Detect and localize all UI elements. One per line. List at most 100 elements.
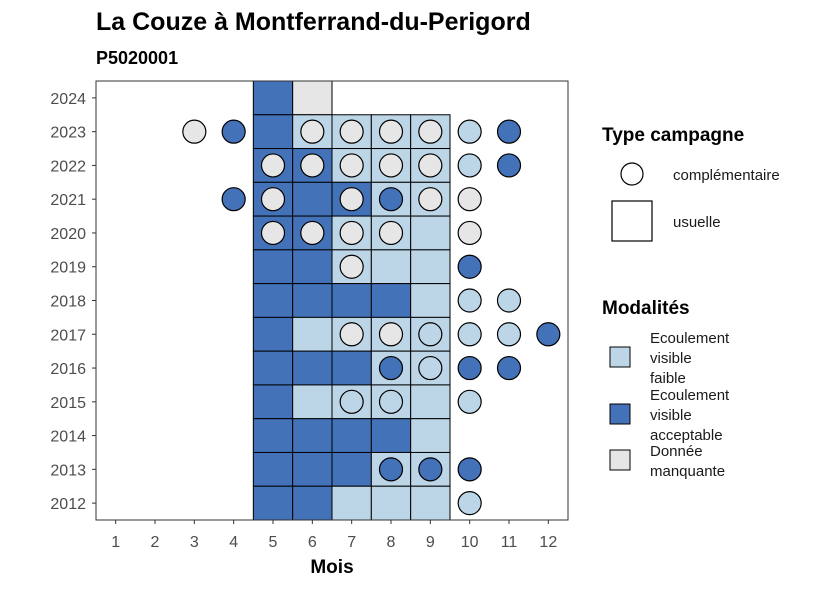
y-axis: 2012 2013 2014 2015 2016 2017 2018 2019 2020 2021… — [50, 91, 96, 513]
y-tick-label: 2016 — [50, 361, 86, 378]
point-2015-8 — [378, 389, 404, 414]
point-2019-10 — [457, 254, 482, 279]
tile-2015-6 — [292, 384, 333, 420]
legend-square-icon — [611, 200, 653, 242]
tile-2023-5 — [252, 114, 294, 150]
x-tick-label: 2 — [151, 534, 160, 551]
tile-2014-9 — [410, 418, 451, 453]
complementaire-points — [182, 119, 561, 516]
point-2017-8 — [378, 322, 404, 347]
point-2021-10 — [457, 187, 482, 212]
legend-faible-line1: Ecoulement — [650, 330, 730, 347]
y-tick-label: 2021 — [50, 192, 86, 209]
y-tick-label: 2018 — [50, 294, 86, 311]
point-2022-5 — [260, 153, 286, 178]
point-2023-9 — [418, 119, 443, 144]
y-tick-label: 2023 — [50, 125, 86, 142]
tile-2018-9 — [410, 283, 451, 318]
tile-2013-6 — [292, 451, 333, 487]
legend-faible-line3: faible — [650, 370, 686, 387]
point-2016-11 — [496, 355, 522, 381]
x-tick-label: 12 — [539, 534, 557, 551]
point-2022-8 — [378, 153, 404, 178]
legend-manquante-line1: Donnée — [650, 443, 703, 460]
point-2022-6 — [300, 153, 325, 178]
tile-2019-6 — [292, 249, 333, 285]
legend-circle-icon — [620, 162, 644, 186]
point-2021-8 — [378, 187, 404, 212]
point-2020-10 — [457, 220, 482, 246]
y-tick-label: 2022 — [50, 158, 86, 175]
point-2013-9 — [418, 457, 443, 482]
tile-2012-9 — [410, 485, 451, 521]
y-tick-label: 2020 — [50, 226, 86, 243]
tile-2014-5 — [252, 418, 294, 453]
point-2016-8 — [378, 355, 404, 381]
tile-2016-7 — [331, 350, 372, 386]
point-2023-8 — [378, 119, 404, 144]
y-tick-label: 2019 — [50, 260, 86, 277]
y-tick-label: 2015 — [50, 395, 86, 412]
x-axis: 1 2 3 4 5 6 7 8 9 10 11 12 — [111, 520, 557, 551]
y-tick-label: 2014 — [50, 429, 86, 446]
legend-type-usuelle: usuelle — [673, 214, 721, 231]
tile-2018-5 — [252, 283, 294, 318]
legend-acceptable-line1: Ecoulement — [650, 387, 730, 404]
tile-2018-8 — [370, 283, 412, 318]
point-2017-7 — [339, 322, 364, 347]
point-2023-10 — [457, 119, 482, 144]
point-2021-7 — [339, 187, 364, 212]
point-2023-3 — [182, 119, 207, 144]
point-2013-8 — [378, 457, 404, 482]
y-tick-label: 2017 — [50, 327, 86, 344]
y-tick-label: 2024 — [50, 91, 86, 108]
point-2022-10 — [457, 153, 482, 178]
x-tick-label: 5 — [269, 534, 278, 551]
legend-type-campagne: Type campagne complémentaire usuelle — [602, 125, 780, 242]
x-tick-label: 7 — [347, 534, 356, 551]
legend-swatch-manquante — [609, 449, 631, 471]
legend-acceptable-line3: acceptable — [650, 427, 723, 444]
point-2021-5 — [260, 187, 286, 212]
x-tick-label: 10 — [461, 534, 479, 551]
legend-modalites: Modalités Ecoulement visible faible Ecou… — [602, 298, 730, 480]
point-2017-10 — [457, 322, 482, 347]
x-tick-label: 3 — [190, 534, 199, 551]
legend-faible-line2: visible — [650, 350, 692, 367]
point-2020-8 — [378, 220, 404, 246]
tile-2021-6 — [292, 181, 333, 217]
tile-2019-9 — [410, 249, 451, 285]
point-2023-7 — [339, 119, 364, 144]
point-2015-7 — [339, 389, 364, 414]
point-2016-9 — [418, 355, 443, 381]
tile-2024-6 — [292, 80, 333, 116]
point-2020-6 — [300, 220, 325, 246]
usuelle-tiles — [252, 80, 451, 521]
tile-2012-6 — [292, 485, 333, 521]
tile-2014-6 — [292, 418, 333, 453]
point-2017-9 — [418, 322, 443, 347]
legend-swatch-acceptable — [609, 403, 631, 425]
point-2012-10 — [457, 491, 482, 516]
point-2020-5 — [260, 220, 286, 246]
legend-swatch-faible — [609, 346, 631, 368]
point-2013-10 — [457, 457, 482, 482]
plot-panel — [95, 80, 569, 521]
y-tick-label: 2013 — [50, 462, 86, 479]
point-2017-11 — [496, 322, 522, 347]
chart-title: La Couze à Montferrand-du-Perigord — [96, 8, 531, 36]
point-2019-7 — [339, 254, 364, 279]
y-tick-label: 2012 — [50, 496, 86, 513]
point-2018-10 — [457, 288, 482, 313]
tile-2018-6 — [292, 283, 333, 318]
point-2023-6 — [300, 119, 325, 144]
point-2022-9 — [418, 153, 443, 178]
tile-2024-5 — [252, 80, 294, 116]
tile-2016-6 — [292, 350, 333, 386]
point-2018-11 — [496, 288, 522, 313]
tile-2017-6 — [292, 316, 333, 352]
chart-subtitle: P5020001 — [96, 48, 178, 68]
point-2022-11 — [496, 153, 522, 178]
tile-2019-8 — [370, 249, 412, 285]
tile-2015-9 — [410, 384, 451, 420]
